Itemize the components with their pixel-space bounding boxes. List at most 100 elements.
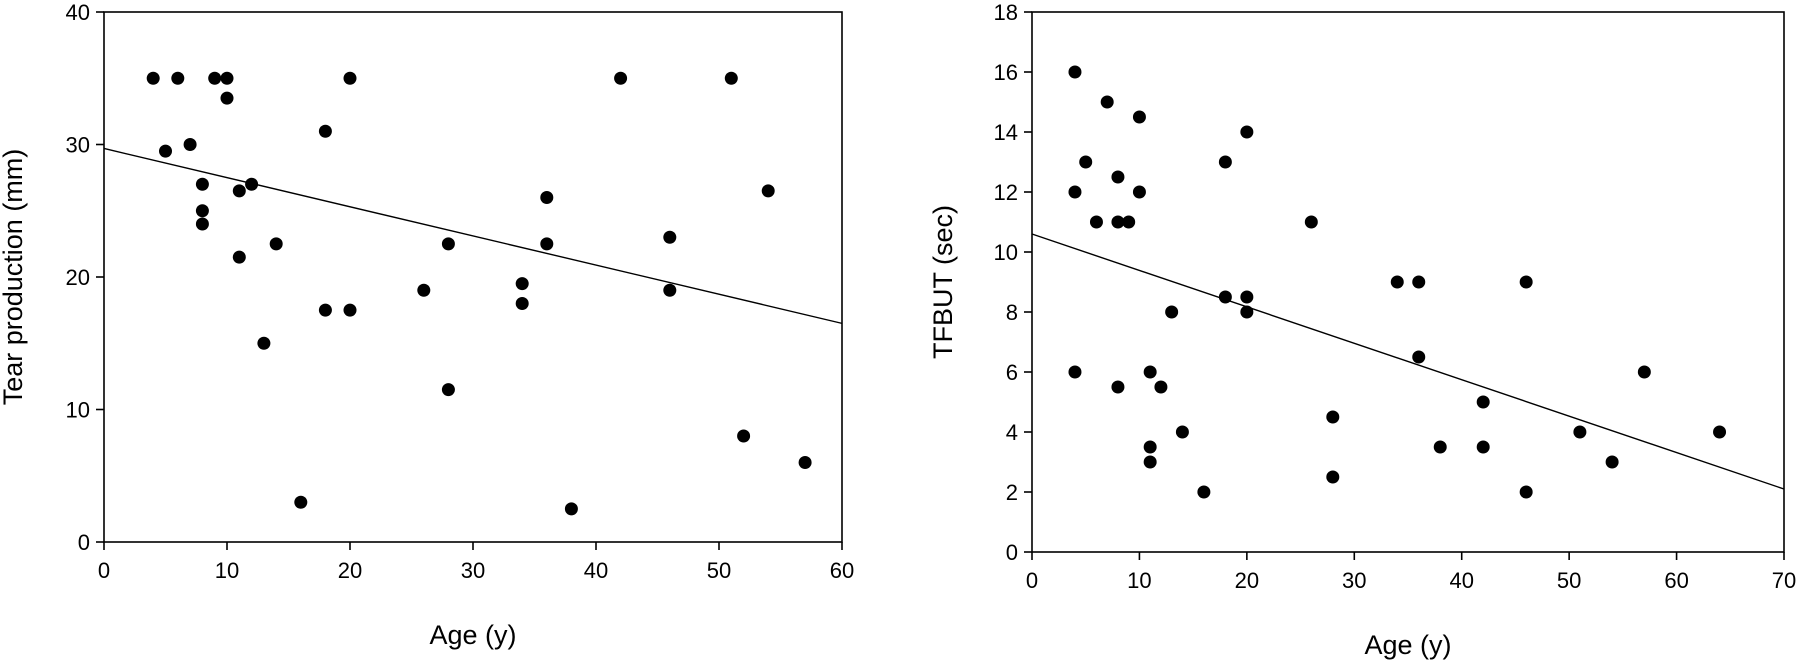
right-data-point [1412,350,1426,364]
left-data-point [318,303,332,317]
left-data-point [220,91,234,105]
right-x-tick-label: 50 [1557,568,1581,593]
tear-production-chart: 0 10 20 30 40 50 60 0 10 20 30 40 Age (y) Tear produc… [0,0,854,650]
right-data-point [1240,290,1254,304]
right-data-point [1154,380,1168,394]
right-x-tick-label: 20 [1235,568,1259,593]
right-data-point [1412,275,1426,289]
left-regression-line [103,147,843,325]
right-data-point [1143,365,1157,379]
left-data-point [663,283,677,297]
left-y-tick-label: 0 [78,530,90,555]
right-regression-line [1031,233,1785,490]
left-data-point [663,230,677,244]
left-data-point [798,456,812,469]
right-data-point [1068,65,1082,79]
left-data-point [724,71,738,85]
right-data-point [1573,425,1587,439]
right-data-point [1068,185,1082,199]
left-x-tick-label: 20 [338,558,362,583]
right-data-point [1111,170,1125,184]
left-x-tick-label: 0 [98,558,110,583]
left-data-point [159,144,172,158]
right-data-point [1390,275,1404,289]
right-data-point [1519,275,1533,289]
left-data-point [171,71,185,85]
left-data-point [564,502,578,516]
right-data-point [1218,155,1232,169]
tfbut-chart: 0 10 20 30 40 50 60 70 0 2 4 6 8 10 12 14 16 18 Age (y) TFB… [928,0,1796,660]
left-data-point [540,191,554,204]
right-y-tick-label: 0 [1006,540,1018,565]
left-data-point [318,124,332,138]
left-data-point [195,204,209,218]
left-data-point [441,383,455,397]
right-y-tick-label: 16 [994,60,1018,85]
right-data-point [1175,425,1189,439]
left-data-point [208,71,222,85]
left-y-tick-label: 10 [66,398,90,423]
left-data-point [515,297,529,310]
left-y-tick-label: 20 [66,265,90,290]
left-x-tick-label: 40 [584,558,608,583]
left-data-point [540,237,554,251]
left-x-tick-label: 10 [215,558,239,583]
right-data-point [1713,425,1727,439]
right-x-tick-label: 0 [1026,568,1038,593]
left-data-point [257,336,271,350]
right-plot-frame [1031,11,1785,553]
right-data-point [1197,485,1211,499]
left-data-point [515,277,529,291]
right-data-point [1240,305,1254,319]
right-y-tick-label: 12 [994,180,1018,205]
right-x-tick-label: 70 [1772,568,1796,593]
right-data-point [1637,365,1651,379]
right-data-point [1304,215,1318,229]
left-x-tick-label: 50 [707,558,731,583]
right-y-tick-label: 6 [1006,360,1018,385]
right-x-tick-label: 40 [1449,568,1473,593]
left-data-point [146,71,160,85]
right-y-tick-label: 4 [1006,420,1018,445]
right-data-point [1476,395,1490,409]
right-data-point [1326,410,1340,424]
left-data-point [761,184,775,198]
right-data-point [1218,290,1232,304]
left-data-point [417,283,431,297]
right-data-point [1089,215,1103,229]
right-data-point [1132,185,1146,199]
left-data-point [232,184,246,198]
left-data-point [294,495,308,509]
right-y-tick-label: 14 [994,120,1018,145]
right-y-tick-label: 10 [994,240,1018,265]
right-y-tick-label: 18 [994,0,1018,25]
right-data-point [1143,455,1157,469]
left-data-point [195,177,209,191]
right-data-point [1605,455,1619,469]
right-data-point [1433,440,1447,454]
left-data-point [343,303,357,317]
right-data-point [1132,110,1146,124]
right-data-point [1476,440,1490,454]
right-data-point [1326,470,1340,484]
left-x-tick-label: 30 [461,558,485,583]
left-data-point [269,237,283,251]
left-data-point [232,250,246,264]
right-data-point [1079,155,1093,169]
right-y-tick-label: 8 [1006,300,1018,325]
right-x-tick-label: 10 [1127,568,1151,593]
right-data-point [1240,125,1254,139]
right-data-point [1111,215,1125,229]
left-data-point [614,71,628,85]
right-y-axis-title: TFBUT (sec) [928,205,958,359]
left-y-axis-title: Tear production (mm) [0,149,28,406]
right-x-axis-title: Age (y) [1364,630,1451,660]
right-data-point [1122,215,1136,229]
right-data-point [1143,440,1157,454]
right-data-point [1100,95,1114,109]
left-y-tick-label: 30 [66,133,90,158]
left-data-point [195,217,209,231]
left-x-tick-label: 60 [830,558,854,583]
left-data-point [441,237,455,251]
